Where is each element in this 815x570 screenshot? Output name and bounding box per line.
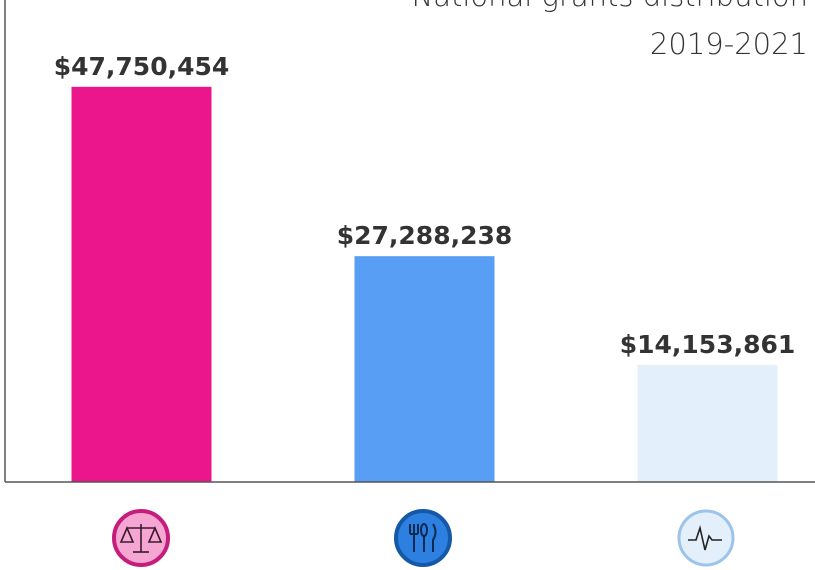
- bar: [71, 86, 212, 483]
- health-icon: [677, 509, 735, 567]
- value-label: $14,153,861: [620, 330, 796, 359]
- chart-subtitle: 2019-2021: [650, 27, 808, 61]
- value-label: $27,288,238: [337, 221, 513, 250]
- bar: [354, 256, 495, 482]
- value-label: $47,750,454: [54, 52, 230, 81]
- justice-icon: [112, 509, 170, 567]
- food-icon: [394, 509, 452, 567]
- bar: [637, 364, 778, 482]
- icons: [112, 509, 735, 567]
- chart-title: National grants distribution: [412, 0, 809, 13]
